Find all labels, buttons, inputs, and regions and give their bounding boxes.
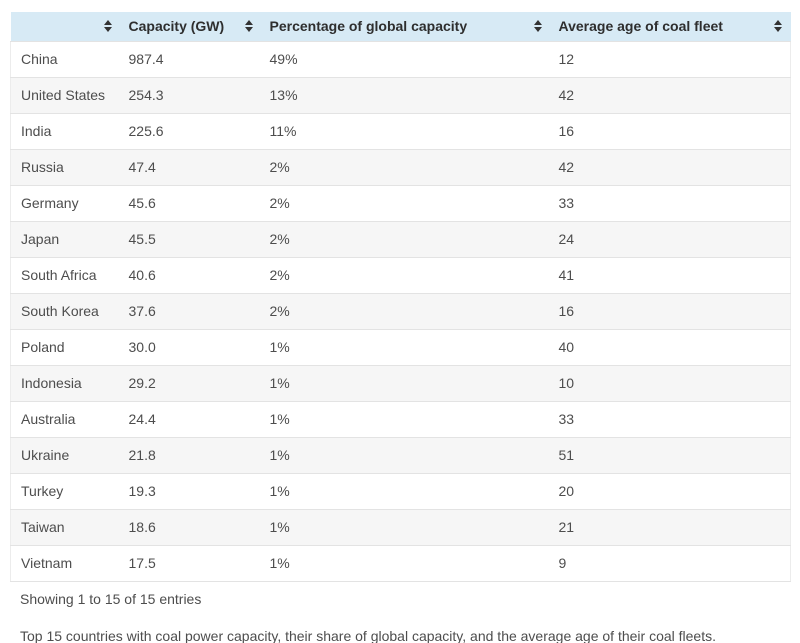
cell-avg_age: 40 bbox=[550, 329, 791, 366]
table-row: Turkey 19.3 1% 20 bbox=[10, 473, 791, 510]
table-row: South Africa 40.6 2% 41 bbox=[10, 257, 791, 294]
cell-avg_age: 12 bbox=[550, 41, 791, 78]
cell-pct_global: 1% bbox=[261, 329, 551, 366]
cell-country: South Africa bbox=[10, 257, 121, 294]
cell-avg_age: 33 bbox=[550, 185, 791, 222]
cell-avg_age: 21 bbox=[550, 509, 791, 546]
cell-country: India bbox=[10, 113, 121, 150]
table-body: China 987.4 49% 12 United States 254.3 13% 42 In… bbox=[10, 41, 791, 582]
table-row: Taiwan 18.6 1% 21 bbox=[10, 509, 791, 546]
table-row: Australia 24.4 1% 33 bbox=[10, 401, 791, 438]
cell-capacity_gw: 987.4 bbox=[120, 41, 262, 78]
table-row: China 987.4 49% 12 bbox=[10, 41, 791, 78]
cell-pct_global: 1% bbox=[261, 509, 551, 546]
cell-pct_global: 2% bbox=[261, 257, 551, 294]
cell-country: South Korea bbox=[10, 293, 121, 330]
cell-capacity_gw: 19.3 bbox=[120, 473, 262, 510]
cell-pct_global: 2% bbox=[261, 293, 551, 330]
cell-country: Vietnam bbox=[10, 545, 121, 582]
cell-country: United States bbox=[10, 77, 121, 114]
table-row: Germany 45.6 2% 33 bbox=[10, 185, 791, 222]
cell-pct_global: 2% bbox=[261, 149, 551, 186]
table-row: Indonesia 29.2 1% 10 bbox=[10, 365, 791, 402]
cell-capacity_gw: 225.6 bbox=[120, 113, 262, 150]
table-row: Vietnam 17.5 1% 9 bbox=[10, 545, 791, 582]
column-header-average-age[interactable]: Average age of coal fleet bbox=[550, 12, 791, 42]
table-row: South Korea 37.6 2% 16 bbox=[10, 293, 791, 330]
cell-pct_global: 2% bbox=[261, 185, 551, 222]
cell-country: Poland bbox=[10, 329, 121, 366]
cell-pct_global: 1% bbox=[261, 437, 551, 474]
cell-capacity_gw: 45.5 bbox=[120, 221, 262, 258]
cell-capacity_gw: 45.6 bbox=[120, 185, 262, 222]
cell-capacity_gw: 30.0 bbox=[120, 329, 262, 366]
cell-pct_global: 1% bbox=[261, 365, 551, 402]
table-row: India 225.6 11% 16 bbox=[10, 113, 791, 150]
cell-pct_global: 1% bbox=[261, 545, 551, 582]
cell-capacity_gw: 17.5 bbox=[120, 545, 262, 582]
table-row: Ukraine 21.8 1% 51 bbox=[10, 437, 791, 474]
entries-info: Showing 1 to 15 of 15 entries bbox=[20, 590, 202, 607]
sort-both-icon bbox=[244, 20, 253, 33]
table-header: Capacity (GW) Percentage of global capac… bbox=[10, 12, 791, 42]
cell-country: Ukraine bbox=[10, 437, 121, 474]
cell-avg_age: 9 bbox=[550, 545, 791, 582]
column-header-percentage[interactable]: Percentage of global capacity bbox=[261, 12, 551, 42]
cell-pct_global: 1% bbox=[261, 473, 551, 510]
header-row: Capacity (GW) Percentage of global capac… bbox=[10, 12, 791, 42]
column-header-capacity[interactable]: Capacity (GW) bbox=[120, 12, 262, 42]
cell-capacity_gw: 18.6 bbox=[120, 509, 262, 546]
cell-avg_age: 41 bbox=[550, 257, 791, 294]
cell-avg_age: 33 bbox=[550, 401, 791, 438]
cell-country: Russia bbox=[10, 149, 121, 186]
cell-country: Taiwan bbox=[10, 509, 121, 546]
cell-capacity_gw: 21.8 bbox=[120, 437, 262, 474]
cell-capacity_gw: 24.4 bbox=[120, 401, 262, 438]
cell-avg_age: 10 bbox=[550, 365, 791, 402]
table-row: Russia 47.4 2% 42 bbox=[10, 149, 791, 186]
table-caption: Top 15 countries with coal power capacit… bbox=[20, 627, 716, 643]
cell-country: Indonesia bbox=[10, 365, 121, 402]
column-header-label: Percentage of global capacity bbox=[269, 18, 468, 35]
cell-pct_global: 13% bbox=[261, 77, 551, 114]
column-header-label: Capacity (GW) bbox=[128, 18, 225, 35]
cell-avg_age: 42 bbox=[550, 77, 791, 114]
cell-avg_age: 24 bbox=[550, 221, 791, 258]
column-header-country[interactable] bbox=[10, 12, 121, 42]
cell-avg_age: 16 bbox=[550, 293, 791, 330]
cell-country: Japan bbox=[10, 221, 121, 258]
cell-capacity_gw: 29.2 bbox=[120, 365, 262, 402]
cell-capacity_gw: 37.6 bbox=[120, 293, 262, 330]
coal-capacity-table: Capacity (GW) Percentage of global capac… bbox=[10, 12, 791, 582]
cell-capacity_gw: 47.4 bbox=[120, 149, 262, 186]
cell-capacity_gw: 40.6 bbox=[120, 257, 262, 294]
cell-avg_age: 16 bbox=[550, 113, 791, 150]
cell-avg_age: 20 bbox=[550, 473, 791, 510]
column-header-label: Average age of coal fleet bbox=[558, 18, 723, 35]
table-row: Japan 45.5 2% 24 bbox=[10, 221, 791, 258]
cell-country: Germany bbox=[10, 185, 121, 222]
cell-pct_global: 11% bbox=[261, 113, 551, 150]
cell-pct_global: 1% bbox=[261, 401, 551, 438]
table-row: Poland 30.0 1% 40 bbox=[10, 329, 791, 366]
cell-avg_age: 51 bbox=[550, 437, 791, 474]
sort-both-icon bbox=[103, 20, 112, 33]
table-row: United States 254.3 13% 42 bbox=[10, 77, 791, 114]
cell-avg_age: 42 bbox=[550, 149, 791, 186]
sort-both-icon bbox=[533, 20, 542, 33]
cell-country: Australia bbox=[10, 401, 121, 438]
cell-capacity_gw: 254.3 bbox=[120, 77, 262, 114]
cell-pct_global: 2% bbox=[261, 221, 551, 258]
sort-both-icon bbox=[773, 20, 782, 33]
cell-country: China bbox=[10, 41, 121, 78]
cell-country: Turkey bbox=[10, 473, 121, 510]
cell-pct_global: 49% bbox=[261, 41, 551, 78]
